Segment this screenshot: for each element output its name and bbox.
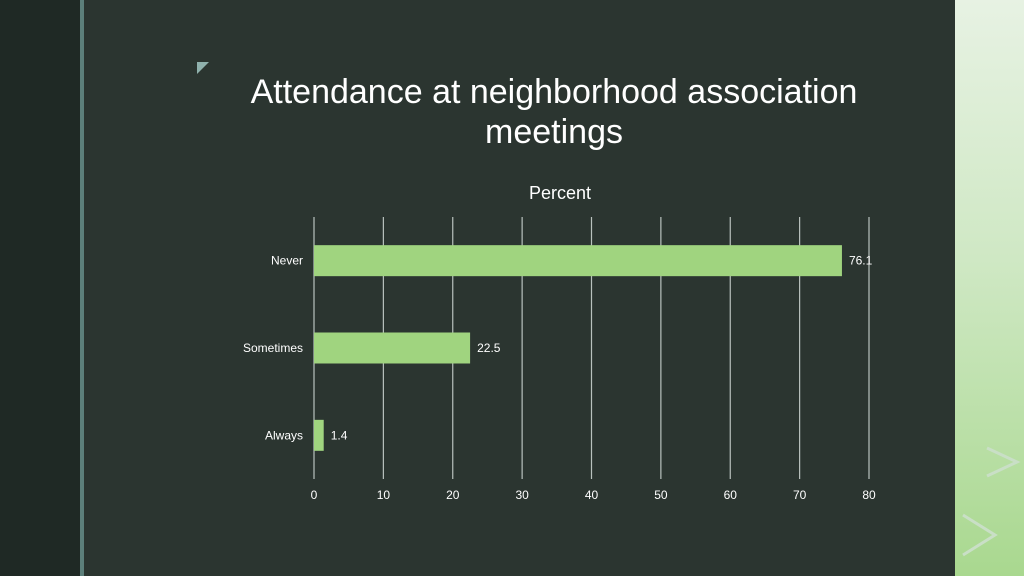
bar-sometimes	[314, 332, 471, 364]
x-tick-label: 50	[654, 488, 668, 502]
x-tick-label: 20	[446, 488, 460, 502]
x-tick-label: 10	[377, 488, 391, 502]
data-label: 1.4	[331, 428, 348, 442]
data-label: 76.1	[849, 254, 873, 268]
chevron-decor-icon	[962, 446, 1021, 557]
x-tick-label: 40	[585, 488, 599, 502]
right-decor-panel	[955, 0, 1024, 576]
bar-always	[314, 419, 324, 451]
slide-title: Attendance at neighborhood association m…	[250, 73, 858, 151]
x-tick-label: 60	[724, 488, 738, 502]
category-label: Never	[271, 254, 303, 268]
left-decor-strip	[0, 0, 80, 576]
x-tick-label: 30	[515, 488, 529, 502]
x-tick-label: 80	[862, 488, 876, 502]
x-tick-label: 0	[311, 488, 318, 502]
x-tick-label: 70	[793, 488, 807, 502]
left-accent-line	[80, 0, 84, 576]
chart-title: Percent	[529, 183, 591, 203]
bar-never	[314, 245, 842, 277]
category-label: Sometimes	[243, 341, 303, 355]
data-label: 22.5	[477, 341, 501, 355]
corner-triangle-icon	[197, 62, 209, 74]
category-label: Always	[265, 428, 303, 442]
